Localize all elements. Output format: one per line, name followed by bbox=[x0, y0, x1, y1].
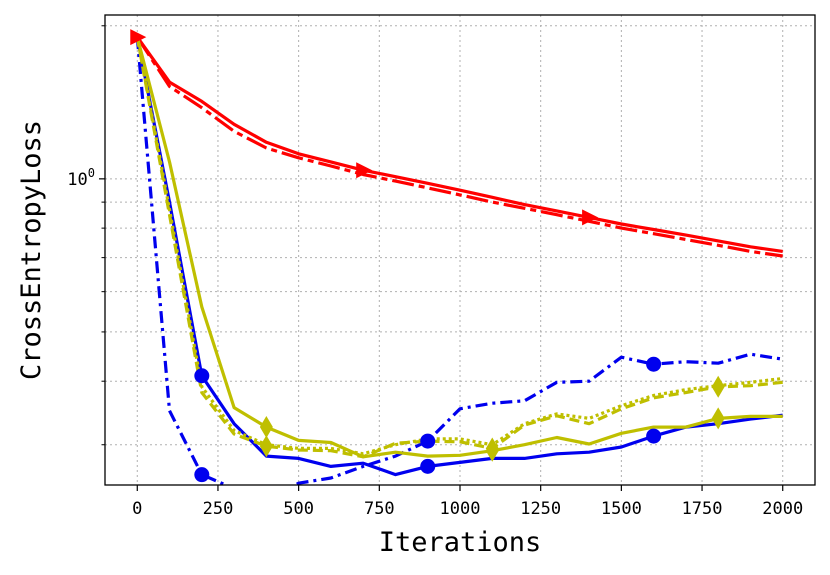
series-5-point bbox=[259, 435, 273, 458]
x-tick-label: 1500 bbox=[601, 499, 642, 519]
x-axis-label: Iterations bbox=[379, 527, 542, 558]
series-2-point bbox=[194, 368, 210, 384]
series-layer bbox=[130, 29, 783, 485]
series-0-point bbox=[582, 209, 599, 226]
x-tick-label: 1000 bbox=[440, 499, 481, 519]
series-line-4 bbox=[135, 36, 783, 459]
x-tick-label: 2000 bbox=[762, 499, 803, 519]
x-tick-label: 750 bbox=[364, 499, 395, 519]
series-line-1 bbox=[135, 36, 783, 258]
x-tick-label: 500 bbox=[283, 499, 314, 519]
series-line-0 bbox=[135, 36, 783, 253]
series-0-point bbox=[130, 29, 147, 46]
series-5-point bbox=[485, 437, 499, 460]
x-tick-label: 1750 bbox=[682, 499, 723, 519]
series-line-6 bbox=[135, 36, 783, 456]
x-tick-label: 1250 bbox=[520, 499, 561, 519]
series-4-point bbox=[711, 407, 725, 430]
y-axis-label: CrossEntropyLoss bbox=[16, 120, 47, 380]
series-3-point bbox=[194, 467, 210, 483]
ticks: 0 250 500 750 1000 1250 1500 1750 2000 100 bbox=[67, 25, 803, 519]
series-0-point bbox=[356, 162, 373, 179]
series-line-3 bbox=[135, 36, 783, 485]
series-2-point bbox=[420, 458, 436, 474]
y-tick-label: 100 bbox=[67, 166, 95, 190]
series-3-point bbox=[646, 356, 662, 372]
series-3-point bbox=[420, 433, 436, 449]
x-tick-label: 250 bbox=[203, 499, 234, 519]
series-4-point bbox=[259, 416, 273, 439]
series-2-point bbox=[646, 428, 662, 444]
grid bbox=[105, 15, 815, 485]
x-tick-label: 0 bbox=[132, 499, 142, 519]
series-5-point bbox=[711, 375, 725, 398]
series-line-5 bbox=[135, 36, 783, 459]
